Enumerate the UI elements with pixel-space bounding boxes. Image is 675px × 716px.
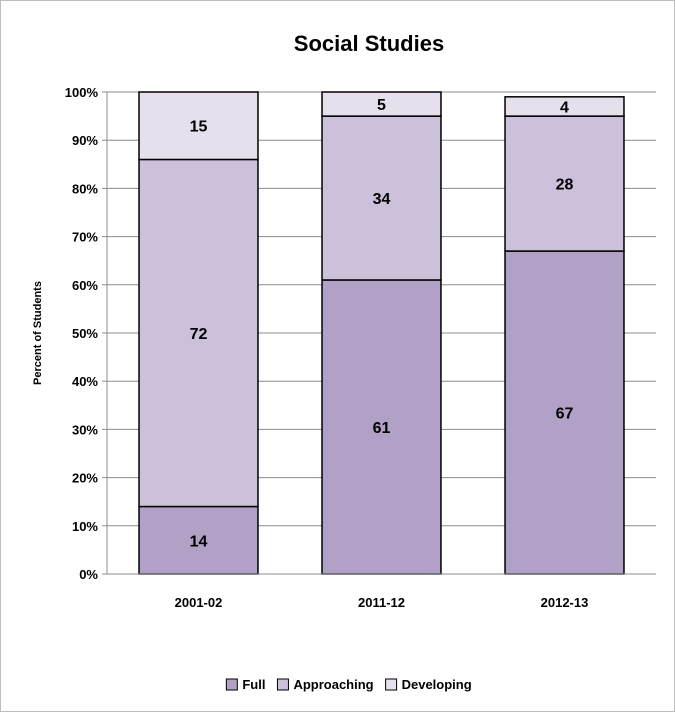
legend-label: Full [242, 677, 265, 692]
data-label: 67 [556, 406, 574, 423]
data-label: 5 [377, 97, 386, 114]
y-tick-label: 90% [72, 133, 98, 148]
y-tick-label: 70% [72, 230, 98, 245]
bar-segment [321, 91, 442, 117]
legend-label: Developing [402, 677, 472, 692]
data-label: 34 [373, 191, 391, 208]
x-axis-ticks: 2001-02 2011-12 2012-13 [175, 595, 589, 610]
y-tick-label: 10% [72, 519, 98, 534]
x-tick-label: 2011-12 [358, 595, 405, 610]
bar-segment [321, 279, 442, 575]
bar-segment [504, 250, 625, 575]
bar-segment [504, 115, 625, 252]
data-label: 14 [190, 533, 208, 550]
y-tick-label: 20% [72, 471, 98, 486]
bar-segment [138, 158, 259, 508]
legend-label: Approaching [293, 677, 373, 692]
y-tick-label: 100% [65, 85, 99, 100]
bars [138, 91, 625, 575]
legend-swatch [225, 678, 238, 691]
chart-title: Social Studies [294, 31, 444, 56]
y-tick-label: 0% [79, 567, 98, 582]
y-axis-label: Percent of Students [32, 281, 44, 385]
legend-swatch [276, 678, 289, 691]
legend-swatch [385, 678, 398, 691]
y-tick-label: 60% [72, 278, 98, 293]
bar-segment [321, 115, 442, 281]
x-tick-label: 2001-02 [175, 595, 223, 610]
data-label: 15 [190, 119, 208, 136]
data-label: 28 [556, 177, 574, 194]
data-labels: 14 72 15 61 34 5 67 28 4 [190, 97, 574, 550]
y-axis-ticks: 0% 10% 20% 30% 40% 50% 60% 70% 80% 90% 100% [65, 85, 99, 582]
data-label: 72 [190, 326, 208, 343]
y-tick-label: 80% [72, 181, 98, 196]
x-tick-label: 2012-13 [541, 595, 589, 610]
y-tick-label: 30% [72, 422, 98, 437]
data-label: 61 [373, 420, 391, 437]
bar-segment [504, 96, 625, 117]
y-tick-label: 40% [72, 374, 98, 389]
y-tick-label: 50% [72, 326, 98, 341]
bar-segment [138, 91, 259, 161]
data-label: 4 [560, 99, 569, 116]
legend: Full Approaching Developing [225, 677, 472, 692]
axes [102, 91, 656, 575]
